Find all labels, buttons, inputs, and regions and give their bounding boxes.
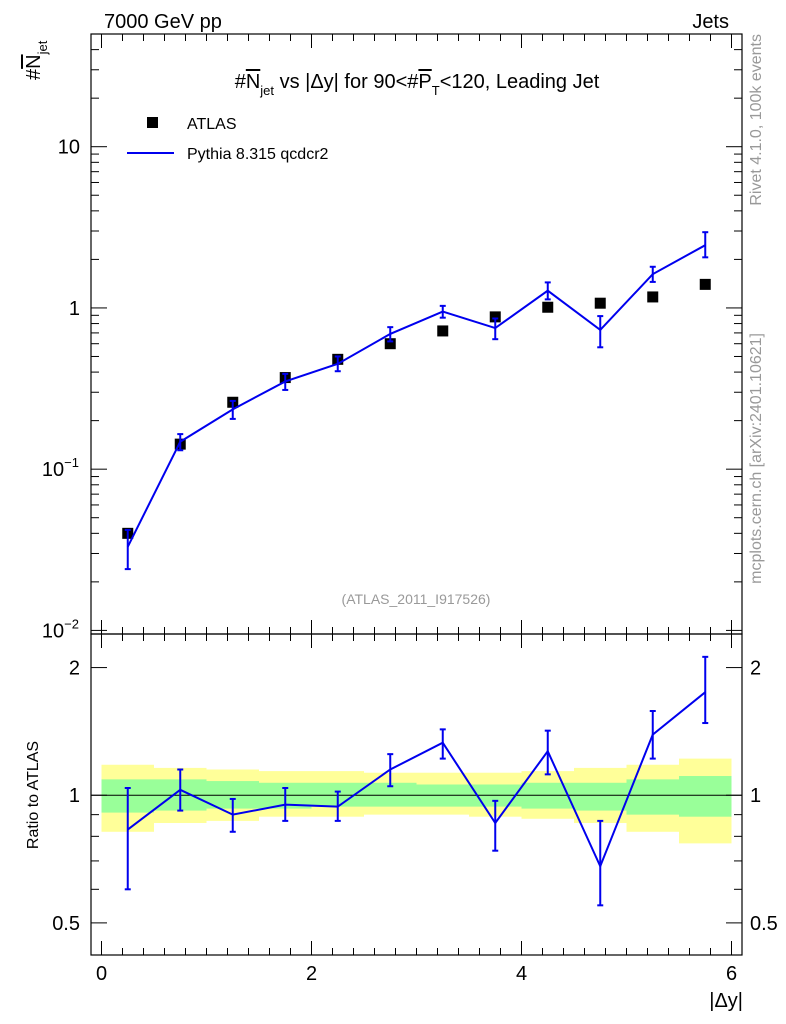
legend-atlas-label: ATLAS [187, 116, 237, 133]
atlas-point [699, 278, 711, 290]
y-axis-label: #Njet [23, 40, 50, 80]
header-category: Jets [692, 11, 729, 33]
main-data-layer [122, 231, 711, 571]
x-tick-label: 6 [726, 963, 737, 985]
ratio-y-axis-label: Ratio to ATLAS [25, 741, 42, 849]
y-tick-label: 10−2 [42, 616, 79, 642]
y-tick-label: 10 [58, 137, 80, 159]
ratio-data-layer [124, 655, 709, 907]
x-tick-label: 2 [306, 963, 317, 985]
ratio-y-tick-label-left: 1 [69, 785, 80, 807]
atlas-point [647, 291, 659, 303]
x-tick-label: 0 [96, 963, 107, 985]
svg-text:#Njet: #Njet [23, 40, 50, 80]
x-tick-label: 4 [516, 963, 527, 985]
legend-pythia-label: Pythia 8.315 qcdcr2 [187, 146, 329, 163]
rivet-label: Rivet 4.1.0, 100k events [748, 34, 765, 206]
x-axis-label: |Δy| [709, 990, 743, 1012]
ratio-axis-ticks: 0 2 4 6 2 2 1 1 0.5 0.5 [52, 634, 778, 985]
y-tick-label: 10−1 [42, 455, 79, 481]
ratio-band-inner [626, 779, 679, 815]
atlas-point [384, 338, 396, 350]
pythia-line [126, 244, 706, 548]
analysis-tag: (ATLAS_2011_I917526) [342, 591, 491, 607]
legend-atlas-marker [147, 117, 158, 128]
atlas-point [437, 325, 449, 337]
ratio-line [127, 691, 706, 869]
ratio-y-tick-label-right: 1 [750, 785, 761, 807]
header-energy: 7000 GeV pp [104, 11, 222, 33]
y-tick-label: 1 [69, 298, 80, 320]
chart-title: #Njet vs |Δy| for 90<#PT<120, Leading Je… [235, 71, 600, 98]
ratio-y-tick-label-right: 2 [750, 658, 761, 680]
atlas-point [489, 311, 501, 323]
ratio-band-inner [679, 776, 732, 817]
ratio-uncertainty-bands [91, 758, 742, 844]
legend: ATLAS Pythia 8.315 qcdcr2 [127, 116, 329, 163]
main-axis-ticks: 10 1 10−1 10−2 [42, 33, 742, 642]
ratio-y-tick-label-left: 0.5 [52, 913, 80, 935]
atlas-point [594, 297, 606, 309]
ratio-y-tick-label-left: 2 [69, 658, 80, 680]
ratio-y-tick-label-right: 0.5 [750, 913, 778, 935]
atlas-point [542, 301, 554, 313]
mcplots-label: mcplots.cern.ch [arXiv:2401.10621] [748, 333, 765, 584]
ratio-band-inner [574, 782, 627, 811]
ratio-band-inner [364, 782, 417, 807]
